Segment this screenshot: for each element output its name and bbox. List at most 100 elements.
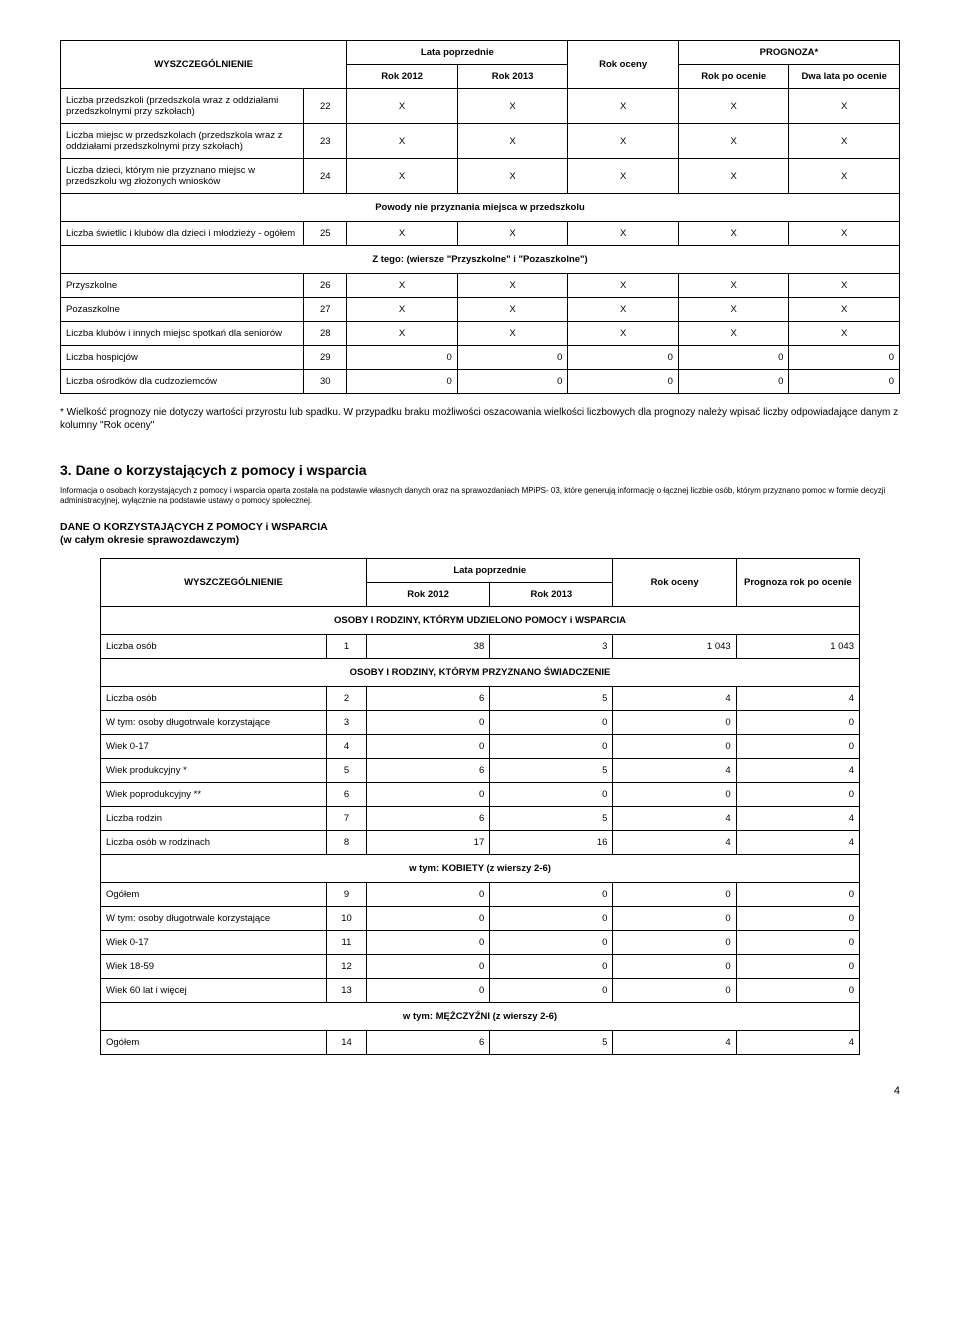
row-value: X <box>789 274 900 298</box>
row-label: Liczba przedszkoli (przedszkola wraz z o… <box>61 89 304 124</box>
row-label: Pozaszkolne <box>61 298 304 322</box>
row-value: 0 <box>490 711 613 735</box>
header-rok-po: Rok po ocenie <box>678 65 789 89</box>
row-value: X <box>457 159 568 194</box>
table-row: W tym: osoby długotrwale korzystające3 0 0… <box>101 711 860 735</box>
row-num: 8 <box>326 831 366 855</box>
table-row: Liczba świetlic i klubów dla dzieci i mł… <box>61 222 900 246</box>
row-value: 0 <box>367 979 490 1003</box>
row-value: 0 <box>613 883 736 907</box>
row-value: X <box>789 222 900 246</box>
row-value: 0 <box>367 883 490 907</box>
row-value: X <box>678 274 789 298</box>
row-value: 0 <box>736 907 859 931</box>
row-num: 26 <box>304 274 347 298</box>
table-title-2: DANE O KORZYSTAJĄCYCH Z POMOCY i WSPARCI… <box>60 521 900 548</box>
row-value: 0 <box>457 346 568 370</box>
row-value: 4 <box>613 807 736 831</box>
row-value: X <box>789 159 900 194</box>
section-header-row: Z tego: (wiersze "Przyszkolne" i "Pozasz… <box>61 246 900 274</box>
row-value: 4 <box>613 687 736 711</box>
row-value: 4 <box>736 1031 859 1055</box>
table-row: W tym: osoby długotrwale korzystające100… <box>101 907 860 931</box>
row-value: 0 <box>736 955 859 979</box>
row-value: X <box>678 124 789 159</box>
row-value: X <box>568 222 679 246</box>
row-value: X <box>678 159 789 194</box>
row-num: 25 <box>304 222 347 246</box>
table-row: Liczba klubów i innych miejsc spotkań dl… <box>61 322 900 346</box>
row-label: Liczba osób w rodzinach <box>101 831 327 855</box>
row-label: Ogółem <box>101 883 327 907</box>
row-value: 38 <box>367 635 490 659</box>
row-value: 16 <box>490 831 613 855</box>
row-num: 23 <box>304 124 347 159</box>
header-rok2013-2: Rok 2013 <box>490 583 613 607</box>
row-num: 29 <box>304 346 347 370</box>
table-row: Liczba osób26544 <box>101 687 860 711</box>
row-value: X <box>568 322 679 346</box>
row-value: X <box>457 89 568 124</box>
row-value: 0 <box>490 735 613 759</box>
table-row: Liczba rodzin76544 <box>101 807 860 831</box>
row-value: X <box>568 274 679 298</box>
row-num: 14 <box>326 1031 366 1055</box>
row-value: 0 <box>490 783 613 807</box>
row-label: W tym: osoby długotrwale korzystające <box>101 711 327 735</box>
row-label: Liczba klubów i innych miejsc spotkań dl… <box>61 322 304 346</box>
table-beneficiaries: WYSZCZEGÓLNIENIE Lata poprzednie Rok oce… <box>100 558 860 1055</box>
header-prognoza-2: Prognoza rok po ocenie <box>736 559 859 607</box>
row-value: 0 <box>613 907 736 931</box>
header-prev-years: Lata poprzednie <box>347 41 568 65</box>
row-value: 3 <box>490 635 613 659</box>
row-value: 6 <box>367 687 490 711</box>
table-row: Wiek 60 lat i więcej130000 <box>101 979 860 1003</box>
section-header-row: w tym: MĘŻCZYŹNI (z wierszy 2-6) <box>101 1003 860 1031</box>
header-rok-oceny: Rok oceny <box>568 41 679 89</box>
row-label: Liczba osób <box>101 687 327 711</box>
row-value: X <box>568 159 679 194</box>
row-label: Wiek poprodukcyjny ** <box>101 783 327 807</box>
row-value: X <box>568 89 679 124</box>
row-num: 9 <box>326 883 366 907</box>
row-value: 0 <box>613 931 736 955</box>
row-value: 0 <box>736 979 859 1003</box>
row-value: 0 <box>613 783 736 807</box>
row-value: X <box>678 222 789 246</box>
row-num: 4 <box>326 735 366 759</box>
row-value: 0 <box>736 711 859 735</box>
row-label: Liczba dzieci, którym nie przyznano miej… <box>61 159 304 194</box>
row-value: 5 <box>490 759 613 783</box>
header-dwa-lata: Dwa lata po ocenie <box>789 65 900 89</box>
header-rok2012: Rok 2012 <box>347 65 458 89</box>
row-value: 0 <box>367 931 490 955</box>
header-prognoza: PROGNOZA* <box>678 41 899 65</box>
row-value: 0 <box>490 883 613 907</box>
row-value: 0 <box>613 735 736 759</box>
row-value: 0 <box>736 735 859 759</box>
row-label: Ogółem <box>101 1031 327 1055</box>
row-value: X <box>568 298 679 322</box>
row-value: X <box>457 298 568 322</box>
row-num: 10 <box>326 907 366 931</box>
section-header-row: w tym: KOBIETY (z wierszy 2-6) <box>101 855 860 883</box>
section-header: Powody nie przyznania miejsca w przedszk… <box>61 194 900 222</box>
table-row: Ogółem146544 <box>101 1031 860 1055</box>
row-label: Liczba miejsc w przedszkolach (przedszko… <box>61 124 304 159</box>
row-value: X <box>789 89 900 124</box>
row-value: 4 <box>613 831 736 855</box>
row-value: 0 <box>568 370 679 394</box>
row-value: 0 <box>367 955 490 979</box>
row-value: 0 <box>347 370 458 394</box>
row-num: 5 <box>326 759 366 783</box>
row-num: 3 <box>326 711 366 735</box>
row-value: 0 <box>678 346 789 370</box>
row-value: 4 <box>736 759 859 783</box>
section-header-row: OSOBY I RODZINY, KTÓRYM PRZYZNANO ŚWIADC… <box>101 659 860 687</box>
row-num: 7 <box>326 807 366 831</box>
row-value: X <box>347 298 458 322</box>
row-value: 5 <box>490 1031 613 1055</box>
row-value: X <box>347 222 458 246</box>
section-header: w tym: KOBIETY (z wierszy 2-6) <box>101 855 860 883</box>
row-label: Liczba świetlic i klubów dla dzieci i mł… <box>61 222 304 246</box>
